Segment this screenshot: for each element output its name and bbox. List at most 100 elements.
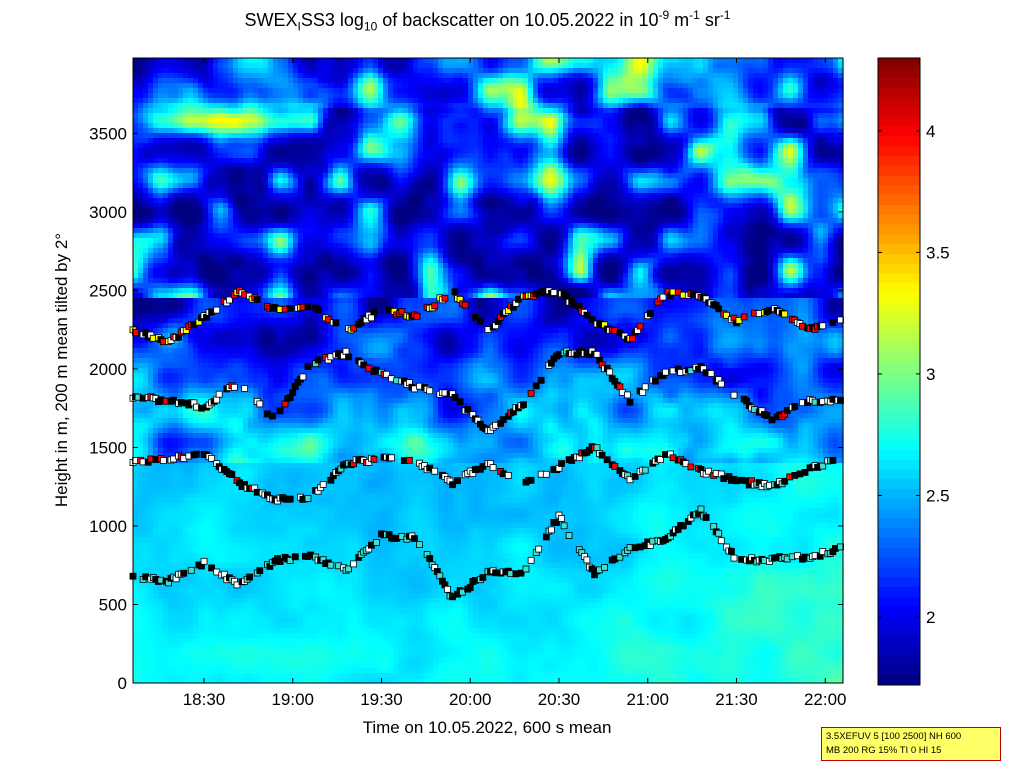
- heatmap-cell: [468, 218, 474, 224]
- heatmap-cell: [218, 128, 224, 134]
- heatmap-cell: [188, 133, 194, 139]
- heatmap-cell: [543, 213, 549, 219]
- heatmap-cell: [398, 93, 404, 99]
- heatmap-cell: [288, 158, 294, 164]
- heatmap-cell: [198, 103, 204, 109]
- heatmap-cell: [513, 178, 519, 184]
- heatmap-cell: [338, 148, 344, 154]
- heatmap-cell: [778, 73, 784, 79]
- heatmap-cell: [338, 73, 344, 79]
- heatmap-cell: [363, 138, 369, 144]
- heatmap-cell: [318, 68, 324, 74]
- heatmap-cell: [638, 88, 644, 94]
- heatmap-cell: [323, 68, 329, 74]
- heatmap-cell: [198, 123, 204, 129]
- heatmap-cell: [833, 158, 839, 164]
- heatmap-cell: [543, 118, 549, 124]
- heatmap-cell: [698, 108, 704, 114]
- heatmap-cell: [718, 148, 724, 154]
- heatmap-cell: [753, 143, 759, 149]
- heatmap-cell: [823, 98, 829, 104]
- heatmap-cell: [638, 208, 644, 214]
- heatmap-cell: [448, 118, 454, 124]
- heatmap-cell: [418, 223, 424, 229]
- heatmap-cell: [198, 213, 204, 219]
- heatmap-cell: [693, 183, 699, 189]
- heatmap-cell: [298, 208, 304, 214]
- heatmap-cell: [158, 103, 164, 109]
- heatmap-cell: [298, 143, 304, 149]
- heatmap-cell: [648, 128, 654, 134]
- heatmap-cell: [183, 143, 189, 149]
- heatmap-cell: [763, 103, 769, 109]
- heatmap-cell: [553, 158, 559, 164]
- heatmap-cell: [478, 153, 484, 159]
- heatmap-cell: [638, 118, 644, 124]
- heatmap-cell: [273, 93, 279, 99]
- heatmap-cell: [243, 118, 249, 124]
- heatmap-cell: [798, 58, 804, 64]
- heatmap-cell: [678, 93, 684, 99]
- heatmap-cell: [203, 163, 209, 169]
- heatmap-cell: [323, 168, 329, 174]
- heatmap-cell: [198, 108, 204, 114]
- heatmap-cell: [738, 158, 744, 164]
- heatmap-cell: [313, 58, 319, 64]
- heatmap-cell: [673, 148, 679, 154]
- heatmap-cell: [768, 118, 774, 124]
- heatmap-cell: [143, 153, 149, 159]
- heatmap-cell: [208, 143, 214, 149]
- heatmap-cell: [673, 113, 679, 119]
- heatmap-cell: [458, 133, 464, 139]
- heatmap-cell: [473, 113, 479, 119]
- heatmap-cell: [788, 108, 794, 114]
- heatmap-cell: [758, 123, 764, 129]
- heatmap-cell: [333, 103, 339, 109]
- heatmap-cell: [513, 158, 519, 164]
- heatmap-cell: [713, 133, 719, 139]
- heatmap-cell: [248, 183, 254, 189]
- heatmap-cell: [638, 218, 644, 224]
- heatmap-cell: [208, 183, 214, 189]
- heatmap-cell: [748, 58, 754, 64]
- heatmap-cell: [713, 73, 719, 79]
- heatmap-cell: [133, 73, 139, 79]
- heatmap-cell: [733, 173, 739, 179]
- heatmap-cell: [558, 208, 564, 214]
- heatmap-cell: [258, 78, 264, 84]
- heatmap-cell: [243, 98, 249, 104]
- heatmap-cell: [663, 218, 669, 224]
- heatmap-cell: [683, 163, 689, 169]
- heatmap-cell: [238, 88, 244, 94]
- heatmap-cell: [288, 228, 294, 234]
- heatmap-cell: [653, 88, 659, 94]
- heatmap-cell: [268, 138, 274, 144]
- heatmap-cell: [158, 133, 164, 139]
- heatmap-cell: [638, 113, 644, 119]
- heatmap-cell: [443, 208, 449, 214]
- heatmap-cell: [793, 138, 799, 144]
- heatmap-cell: [483, 188, 489, 194]
- heatmap-cell: [388, 218, 394, 224]
- heatmap-cell: [153, 198, 159, 204]
- heatmap-cell: [288, 173, 294, 179]
- heatmap-cell: [483, 78, 489, 84]
- heatmap-cell: [668, 88, 674, 94]
- heatmap-cell: [318, 218, 324, 224]
- heatmap-cell: [358, 68, 364, 74]
- heatmap-cell: [213, 83, 219, 89]
- heatmap-cell: [428, 208, 434, 214]
- heatmap-cell: [158, 148, 164, 154]
- heatmap-cell: [698, 213, 704, 219]
- heatmap-cell: [218, 58, 224, 64]
- heatmap-cell: [763, 123, 769, 129]
- heatmap-cell: [643, 128, 649, 134]
- heatmap-cell: [778, 93, 784, 99]
- heatmap-cell: [193, 78, 199, 84]
- heatmap-cell: [753, 123, 759, 129]
- heatmap-cell: [653, 198, 659, 204]
- heatmap-cell: [733, 83, 739, 89]
- heatmap-cell: [303, 198, 309, 204]
- heatmap-cell: [653, 133, 659, 139]
- heatmap-cell: [433, 158, 439, 164]
